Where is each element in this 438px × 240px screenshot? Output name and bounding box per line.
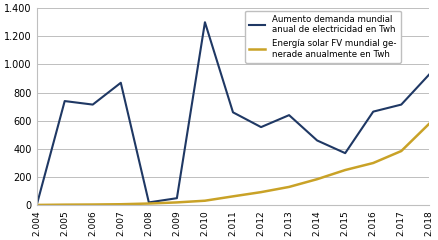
Energía solar FV mundial ge-
nerade anualmente en Twh	[202, 199, 208, 202]
Energía solar FV mundial ge-
nerade anualmente en Twh	[62, 203, 67, 206]
Energía solar FV mundial ge-
nerade anualmente en Twh	[286, 186, 292, 188]
Energía solar FV mundial ge-
nerade anualmente en Twh	[146, 202, 152, 205]
Aumento demanda mundial
anual de electricidad en Twh	[258, 126, 264, 129]
Energía solar FV mundial ge-
nerade anualmente en Twh	[427, 122, 432, 125]
Line: Aumento demanda mundial
anual de electricidad en Twh: Aumento demanda mundial anual de electri…	[37, 22, 429, 205]
Aumento demanda mundial
anual de electricidad en Twh	[34, 204, 39, 207]
Aumento demanda mundial
anual de electricidad en Twh	[90, 103, 95, 106]
Energía solar FV mundial ge-
nerade anualmente en Twh	[230, 195, 236, 198]
Aumento demanda mundial
anual de electricidad en Twh	[62, 100, 67, 102]
Aumento demanda mundial
anual de electricidad en Twh	[399, 103, 404, 106]
Energía solar FV mundial ge-
nerade anualmente en Twh	[371, 162, 376, 164]
Energía solar FV mundial ge-
nerade anualmente en Twh	[314, 178, 320, 181]
Energía solar FV mundial ge-
nerade anualmente en Twh	[399, 150, 404, 152]
Energía solar FV mundial ge-
nerade anualmente en Twh	[343, 168, 348, 171]
Aumento demanda mundial
anual de electricidad en Twh	[371, 110, 376, 113]
Energía solar FV mundial ge-
nerade anualmente en Twh	[174, 201, 180, 204]
Energía solar FV mundial ge-
nerade anualmente en Twh	[90, 203, 95, 206]
Aumento demanda mundial
anual de electricidad en Twh	[343, 152, 348, 155]
Energía solar FV mundial ge-
nerade anualmente en Twh	[118, 203, 124, 206]
Aumento demanda mundial
anual de electricidad en Twh	[427, 73, 432, 76]
Energía solar FV mundial ge-
nerade anualmente en Twh	[258, 191, 264, 194]
Line: Energía solar FV mundial ge-
nerade anualmente en Twh: Energía solar FV mundial ge- nerade anua…	[37, 124, 429, 205]
Aumento demanda mundial
anual de electricidad en Twh	[146, 201, 152, 204]
Aumento demanda mundial
anual de electricidad en Twh	[174, 197, 180, 200]
Aumento demanda mundial
anual de electricidad en Twh	[202, 21, 208, 24]
Legend: Aumento demanda mundial
anual de electricidad en Twh, Energía solar FV mundial g: Aumento demanda mundial anual de electri…	[245, 11, 401, 63]
Aumento demanda mundial
anual de electricidad en Twh	[118, 81, 124, 84]
Aumento demanda mundial
anual de electricidad en Twh	[230, 111, 236, 114]
Energía solar FV mundial ge-
nerade anualmente en Twh	[34, 204, 39, 206]
Aumento demanda mundial
anual de electricidad en Twh	[286, 114, 292, 117]
Aumento demanda mundial
anual de electricidad en Twh	[314, 139, 320, 142]
